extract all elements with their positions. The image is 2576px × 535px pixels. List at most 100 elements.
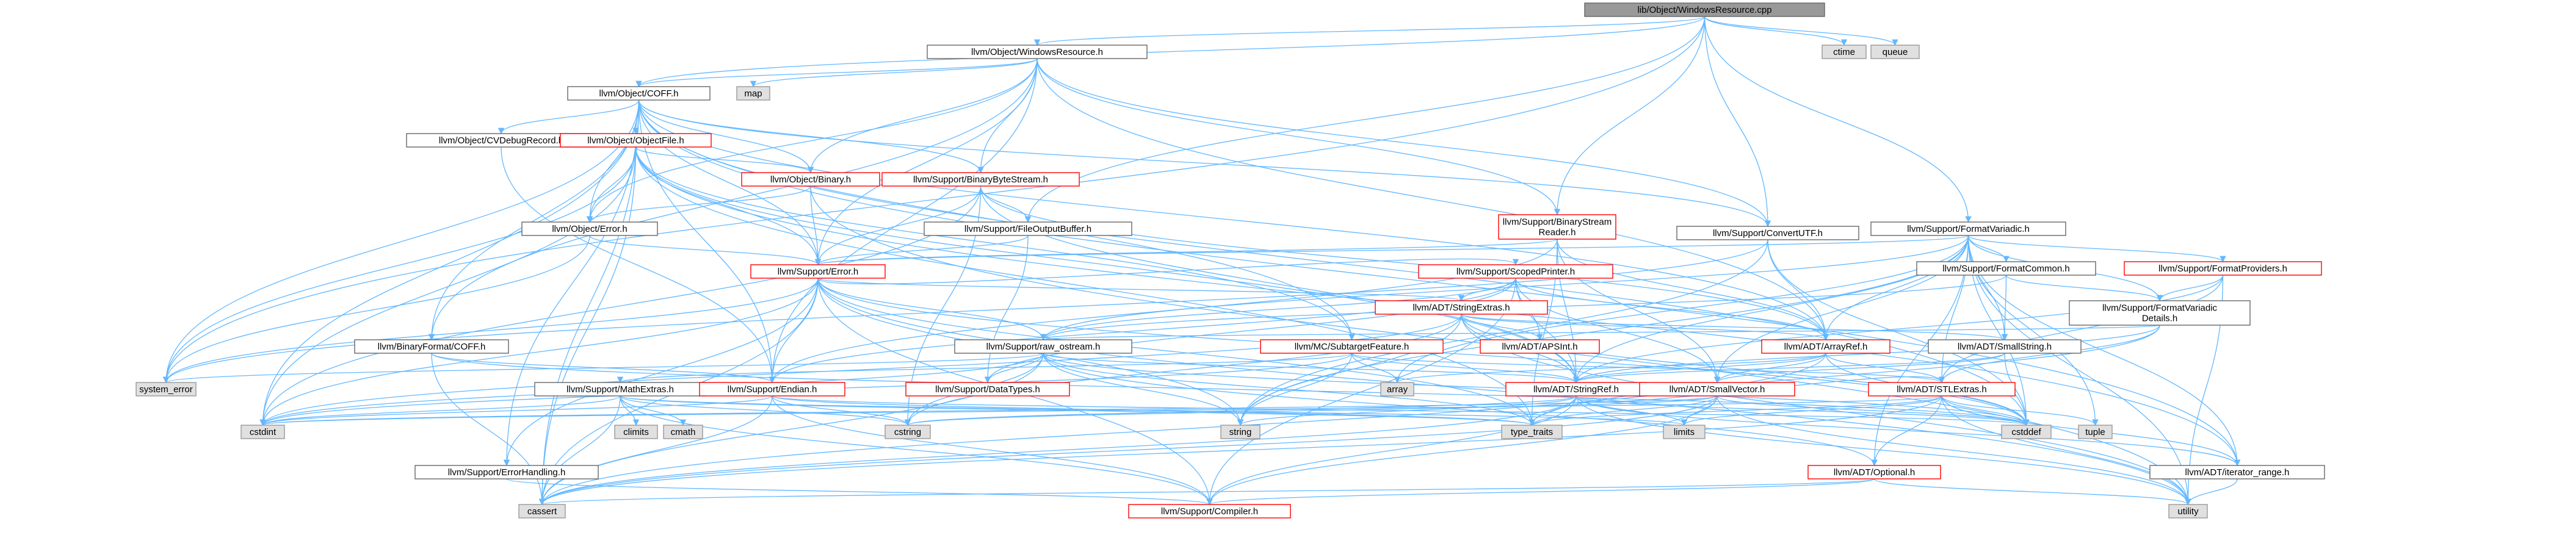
edge-objfile-to-subtarget [635, 146, 1355, 341]
node-datatypes[interactable]: llvm/Support/DataTypes.h [905, 382, 1070, 397]
edge-supporterror-to-errorhandling [503, 278, 819, 467]
node-label: Reader.h [1539, 228, 1576, 238]
edge-stringref-to-cstddef [1576, 395, 2030, 426]
edge-winres-to-bsr [1037, 58, 1561, 216]
node-binformatcoff[interactable]: llvm/BinaryFormat/COFF.h [354, 339, 509, 354]
edge-objfile-to-stringref [635, 146, 1580, 384]
edge-smallvector-to-typetraits [1529, 395, 1718, 426]
node-box [2078, 425, 2113, 439]
node-scopedprinter[interactable]: llvm/Support/ScopedPrinter.h [1418, 264, 1613, 279]
node-mathextras[interactable]: llvm/Support/MathExtras.h [534, 382, 706, 397]
node-errorhandling[interactable]: llvm/Support/ErrorHandling.h [414, 465, 599, 479]
node-objerror[interactable]: llvm/Object/Error.h [521, 221, 658, 236]
node-box [905, 382, 1070, 397]
edge-stringref-to-limits [1576, 395, 1688, 426]
edge-formatvariadic-to-stlextras [1938, 235, 1969, 384]
node-label: cassert [527, 506, 557, 517]
edge-smallvector-to-cstring [905, 395, 1718, 426]
edge-formatvariadic-to-optional [1871, 235, 1969, 467]
node-box [881, 172, 1080, 187]
node-label: llvm/Support/MathExtras.h [566, 384, 674, 395]
node-smallstring[interactable]: llvm/ADT/SmallString.h [1928, 339, 2082, 354]
edge-stlextras-to-limits [1681, 395, 1942, 426]
edge-stlextras-to-typetraits [1529, 395, 1942, 426]
node-optional[interactable]: llvm/ADT/Optional.h [1807, 465, 1941, 479]
node-bbs[interactable]: llvm/Support/BinaryByteStream.h [881, 172, 1080, 187]
node-stringextras[interactable]: llvm/ADT/StringExtras.h [1375, 300, 1548, 315]
node-label: llvm/Support/FormatVariadic [2102, 303, 2218, 314]
edge-formatproviders-to-stlextras [1938, 275, 2224, 384]
node-box [954, 339, 1132, 354]
node-winres[interactable]: llvm/Object/WindowsResource.h [927, 45, 1148, 59]
node-label: cstddef [2011, 427, 2041, 437]
node-smallvector[interactable]: llvm/ADT/SmallVector.h [1639, 382, 1795, 397]
node-stringref[interactable]: llvm/ADT/StringRef.h [1505, 382, 1647, 397]
node-binary[interactable]: llvm/Object/Binary.h [741, 172, 880, 187]
edge-supporterror-to-rawostream [817, 278, 1047, 341]
node-stlextras[interactable]: llvm/ADT/STLExtras.h [1868, 382, 2016, 397]
edge-stringextras-to-string [1237, 314, 1462, 426]
node-objfile[interactable]: llvm/Object/ObjectFile.h [560, 133, 712, 148]
edge-coff-to-cvdebug [497, 99, 640, 135]
edge-objfile-to-cstdint [259, 146, 637, 426]
node-root[interactable]: lib/Object/WindowsResource.cpp [1584, 2, 1825, 17]
edge-stlextras-to-cstddef [1941, 395, 2030, 426]
edge-convutf-to-string [1237, 239, 1768, 426]
node-convutf[interactable]: llvm/Support/ConvertUTF.h [1676, 226, 1859, 240]
node-box [1676, 226, 1859, 240]
node-arrayref[interactable]: llvm/ADT/ArrayRef.h [1761, 339, 1890, 354]
edge-coff-to-objerror [586, 99, 640, 223]
node-formatcommon[interactable]: llvm/Support/FormatCommon.h [1916, 261, 2096, 276]
node-ctime: ctime [1822, 45, 1867, 59]
node-box [1663, 425, 1706, 439]
node-fob[interactable]: llvm/Support/FileOutputBuffer.h [924, 221, 1132, 236]
edge-endian-to-cstring [772, 395, 911, 426]
edge-rawostream-to-datatypes [984, 353, 1044, 384]
edge-mathextras-to-cstring [620, 395, 911, 426]
node-box [1375, 300, 1548, 315]
node-label: llvm/Support/DataTypes.h [935, 384, 1040, 395]
edge-root-to-coff [635, 16, 1706, 88]
edge-coff-to-endian [638, 99, 776, 384]
node-label: limits [1674, 427, 1695, 437]
edge-supporterror-to-system_error [162, 278, 819, 384]
node-cvdebug[interactable]: llvm/Object/CVDebugRecord.h [406, 133, 596, 148]
edge-stringref-to-string [1237, 395, 1577, 426]
node-label: llvm/Support/FormatVariadic.h [1907, 224, 2030, 234]
edge-stlextras-to-utility [1941, 395, 2191, 506]
node-apsint[interactable]: llvm/ADT/APSInt.h [1480, 339, 1600, 354]
node-label: llvm/Support/FormatCommon.h [1942, 264, 2069, 274]
node-formatproviders[interactable]: llvm/Support/FormatProviders.h [2124, 261, 2322, 276]
node-label: llvm/Support/BinaryStream [1503, 217, 1612, 228]
node-iteratorrange[interactable]: llvm/ADT/iterator_range.h [2149, 465, 2325, 479]
edge-coff-to-errorhandling [503, 99, 640, 467]
edge-root-to-system_error [162, 16, 1706, 384]
node-utility: utility [2168, 504, 2208, 519]
edge-stlextras-to-cstdint [260, 395, 1942, 426]
node-coff[interactable]: llvm/Object/COFF.h [567, 86, 711, 101]
edge-optional-to-compiler [1206, 478, 1875, 506]
edge-rawostream-to-stringref [1043, 353, 1579, 384]
node-subtarget[interactable]: llvm/MC/SubtargetFeature.h [1260, 339, 1444, 354]
node-formatvariadic[interactable]: llvm/Support/FormatVariadic.h [1870, 221, 2066, 236]
edge-winres-to-supporterror [814, 58, 1038, 266]
node-rawostream[interactable]: llvm/Support/raw_ostream.h [954, 339, 1132, 354]
edge-objerror-to-system_error [162, 235, 590, 384]
node-box [2124, 261, 2322, 276]
node-compiler[interactable]: llvm/Support/Compiler.h [1128, 504, 1291, 519]
node-array: array [1380, 382, 1414, 397]
node-label: llvm/ADT/iterator_range.h [2185, 467, 2290, 478]
edge-fvdetails-to-stlextras [1938, 325, 2160, 384]
edge-formatvariadic-to-smallvector [1713, 235, 1969, 384]
node-box [1868, 382, 2016, 397]
node-box [241, 425, 285, 439]
edge-smallstring-to-cstddef [2004, 353, 2030, 426]
edge-arrayref-to-smallvector [1713, 353, 1826, 384]
node-supporterror[interactable]: llvm/Support/Error.h [750, 264, 886, 279]
node-endian[interactable]: llvm/Support/Endian.h [699, 382, 845, 397]
node-box [1870, 221, 2066, 236]
edge-fvdetails-to-stringref [1572, 325, 2160, 384]
edge-iteratorrange-to-utility [2185, 478, 2238, 506]
